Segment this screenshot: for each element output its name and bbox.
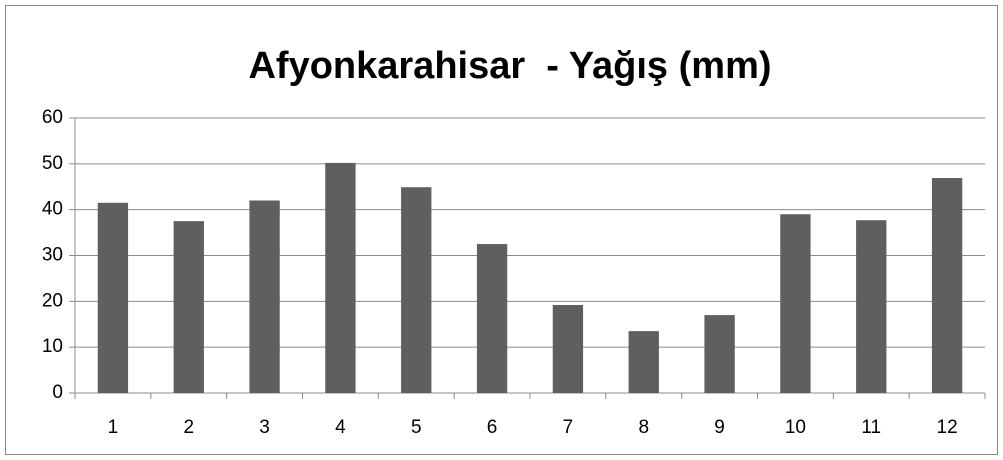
- x-tick-label: 5: [411, 417, 422, 438]
- y-tick-label: 0: [52, 382, 63, 403]
- x-tick-label: 9: [714, 417, 725, 438]
- y-tick-label: 40: [42, 199, 63, 220]
- y-tick-label: 20: [42, 290, 63, 311]
- x-tick-label: 7: [563, 417, 574, 438]
- bar: [628, 331, 659, 393]
- bar: [780, 214, 811, 393]
- x-tick-label: 1: [108, 417, 119, 438]
- x-tick-label: 4: [335, 417, 346, 438]
- bar: [552, 305, 584, 393]
- x-tick-label: 3: [259, 417, 270, 438]
- y-tick-label: 60: [42, 107, 63, 128]
- x-tick-label: 11: [861, 417, 881, 438]
- bar: [856, 220, 887, 393]
- bar: [325, 162, 356, 393]
- bar: [173, 221, 204, 393]
- bar: [931, 178, 963, 393]
- bar: [401, 187, 432, 393]
- bar: [97, 202, 129, 393]
- bar: [249, 200, 280, 393]
- y-tick-label: 30: [42, 245, 63, 266]
- bar: [476, 244, 508, 393]
- chart-title: Afyonkarahisar - Yağış (mm): [248, 45, 771, 87]
- y-tick-label: 10: [42, 336, 63, 357]
- x-tick-label: 2: [183, 417, 194, 438]
- x-tick-label: 12: [937, 417, 958, 438]
- x-tick-label: 8: [638, 417, 649, 438]
- x-tick-label: 6: [487, 417, 498, 438]
- bar: [704, 315, 735, 393]
- x-tick-label: 10: [785, 417, 806, 438]
- y-tick-label: 50: [42, 153, 63, 174]
